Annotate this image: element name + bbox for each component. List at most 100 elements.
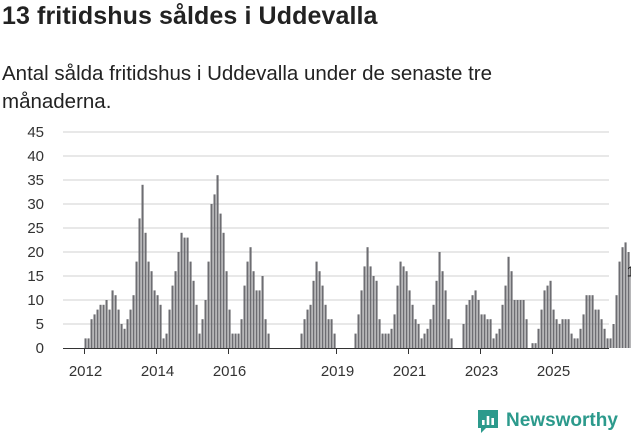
- bar: [615, 295, 618, 348]
- bar: [369, 266, 372, 348]
- bar: [579, 328, 582, 348]
- bar: [108, 309, 111, 348]
- bar: [498, 328, 501, 348]
- bar: [189, 261, 192, 348]
- bar: [246, 261, 249, 348]
- bar: [312, 280, 315, 348]
- bar: [141, 184, 144, 348]
- bar: [405, 271, 408, 348]
- y-tick-label: 25: [27, 220, 44, 237]
- bar: [219, 213, 222, 348]
- bar: [495, 333, 498, 348]
- bar: [195, 304, 198, 348]
- bar: [384, 333, 387, 348]
- bar: [525, 319, 528, 348]
- bar: [135, 261, 138, 348]
- bar: [549, 280, 552, 348]
- bar: [264, 319, 267, 348]
- bar: [552, 309, 555, 348]
- bar: [144, 232, 147, 348]
- bar: [423, 333, 426, 348]
- bar: [555, 319, 558, 348]
- bar: [150, 271, 153, 348]
- bar: [93, 314, 96, 348]
- bar: [201, 319, 204, 348]
- bar: [447, 319, 450, 348]
- bar: [120, 324, 123, 348]
- bar: [432, 304, 435, 348]
- bar: [237, 333, 240, 348]
- bar: [123, 328, 126, 348]
- bar: [465, 304, 468, 348]
- bar: [321, 285, 324, 348]
- bar: [570, 333, 573, 348]
- bar: [435, 280, 438, 348]
- bar: [117, 309, 120, 348]
- axis-layer: [63, 348, 609, 354]
- bar: [186, 237, 189, 348]
- bar: [504, 285, 507, 348]
- bar: [561, 319, 564, 348]
- bar: [252, 271, 255, 348]
- grid-layer: [63, 131, 609, 325]
- bar: [102, 304, 105, 348]
- x-tick-label: 2025: [537, 363, 570, 380]
- bar: [603, 328, 606, 348]
- bar: [309, 304, 312, 348]
- bar: [393, 314, 396, 348]
- bar: [258, 290, 261, 348]
- bar: [411, 304, 414, 348]
- newsworthy-chart-icon: [478, 410, 498, 433]
- bar: [537, 328, 540, 348]
- bar: [366, 247, 369, 348]
- y-tick-label: 15: [27, 268, 44, 285]
- bar: [534, 343, 537, 348]
- bar: [612, 324, 615, 348]
- bar: [303, 319, 306, 348]
- bar: [165, 333, 168, 348]
- bar: [261, 276, 264, 348]
- bar: [378, 319, 381, 348]
- bar: [621, 247, 624, 348]
- bar: [381, 333, 384, 348]
- y-tick-label: 20: [27, 244, 44, 261]
- x-tick-label: 2021: [393, 363, 426, 380]
- bar: [234, 333, 237, 348]
- bar: [567, 319, 570, 348]
- bar: [156, 295, 159, 348]
- bar: [300, 333, 303, 348]
- bar: [402, 266, 405, 348]
- bar: [126, 319, 129, 348]
- bar: [462, 324, 465, 348]
- bar: [174, 271, 177, 348]
- bar: [573, 338, 576, 348]
- bar: [582, 314, 585, 348]
- bar: [396, 285, 399, 348]
- bar: [306, 309, 309, 348]
- bar: [360, 290, 363, 348]
- bar: [90, 319, 93, 348]
- bar: [204, 300, 207, 348]
- x-tick-label: 2012: [69, 363, 102, 380]
- bar: [168, 309, 171, 348]
- bar: [243, 285, 246, 348]
- bar: [390, 328, 393, 348]
- bar: [231, 333, 234, 348]
- bar: [363, 266, 366, 348]
- bar: [540, 309, 543, 348]
- x-tick-label: 2023: [465, 363, 498, 380]
- bar: [501, 304, 504, 348]
- x-tick-label: 2019: [321, 363, 354, 380]
- bar: [327, 319, 330, 348]
- y-tick-label: 30: [27, 196, 44, 213]
- bar: [510, 271, 513, 348]
- bar: [225, 271, 228, 348]
- bar: [147, 261, 150, 348]
- y-tick-label: 0: [36, 340, 44, 357]
- bar-layer: [84, 175, 631, 348]
- y-tick-label: 10: [27, 292, 44, 309]
- bar: [513, 300, 516, 348]
- latest-value-label: 13: [627, 264, 631, 281]
- bar: [183, 237, 186, 348]
